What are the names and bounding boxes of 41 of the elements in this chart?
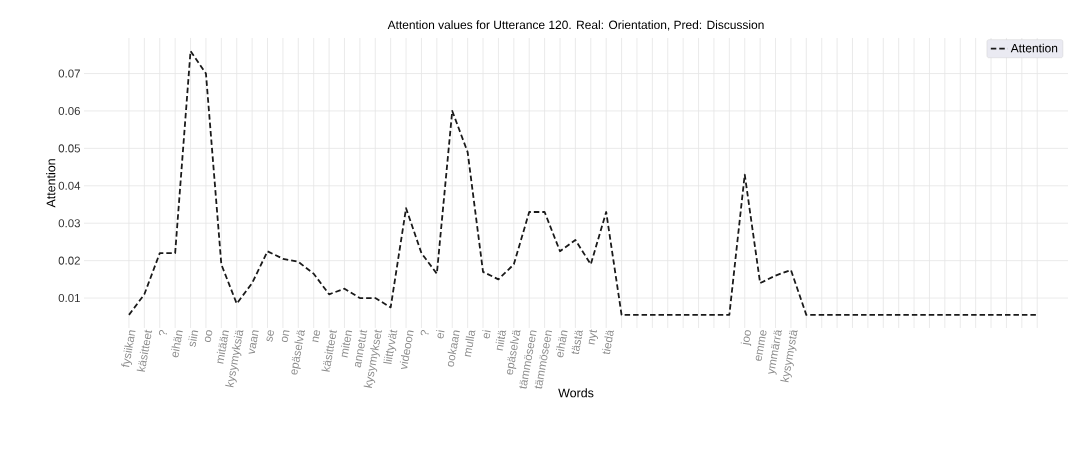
x-tick-label: epäselvä: [291, 330, 305, 375]
x-tick-label: mulla: [464, 330, 476, 357]
x-tick-label: joo: [740, 330, 752, 347]
x-axis-title: Words: [558, 388, 594, 398]
chart-title: Attention values for Utterance 120. Real: Orientation, Pred: Discussion: [387, 20, 764, 31]
x-tick-label: ei: [482, 329, 491, 339]
x-tick-label: ?: [420, 329, 429, 336]
x-tick-label: nyt: [588, 329, 599, 345]
x-tick-label: eihän: [555, 330, 568, 358]
x-tick-label: siin: [188, 330, 199, 347]
y-tick-label: 0.02: [58, 256, 80, 265]
x-tick-label: niitä: [495, 330, 507, 351]
x-tick-label: eihän: [171, 330, 183, 358]
y-tick-label: 0.04: [58, 181, 81, 190]
x-tick-label: miten: [341, 330, 353, 358]
y-tick-label: 0.03: [58, 219, 80, 228]
x-tick-label: ne: [312, 330, 321, 343]
y-tick-label: 0.05: [58, 144, 81, 153]
x-tick-label: oo: [204, 330, 213, 343]
x-tick-label: ymmärrä: [768, 330, 782, 375]
x-tick-label: käsitteet: [321, 329, 337, 372]
x-tick-label: ookaan: [447, 330, 460, 367]
x-tick-label: se: [266, 330, 274, 342]
x-tick-label: käsitteet: [136, 329, 153, 372]
x-tick-label: epäselvä: [506, 330, 521, 375]
x-tick-label: liittyvät: [383, 329, 398, 365]
y-tick-label: 0.07: [58, 69, 80, 78]
y-axis-title: Attention: [46, 159, 56, 208]
y-tick-label: 0.06: [58, 106, 80, 116]
x-tick-label: emme: [755, 330, 767, 361]
x-tick-label: videoon: [399, 330, 414, 369]
x-tick-label: on: [281, 330, 290, 343]
x-tick-label: fysiikan: [121, 330, 136, 367]
x-tick-label: tästä: [571, 330, 583, 354]
y-tick-label: 0.01: [58, 293, 80, 303]
x-tick-label: vaan: [248, 330, 259, 354]
x-tick-label: kysymystä: [780, 330, 798, 383]
x-tick-label: ?: [158, 329, 167, 336]
x-tick-label: tiedä: [602, 330, 614, 354]
legend-label: Attention: [1010, 43, 1058, 53]
x-tick-label: ei: [436, 329, 445, 339]
